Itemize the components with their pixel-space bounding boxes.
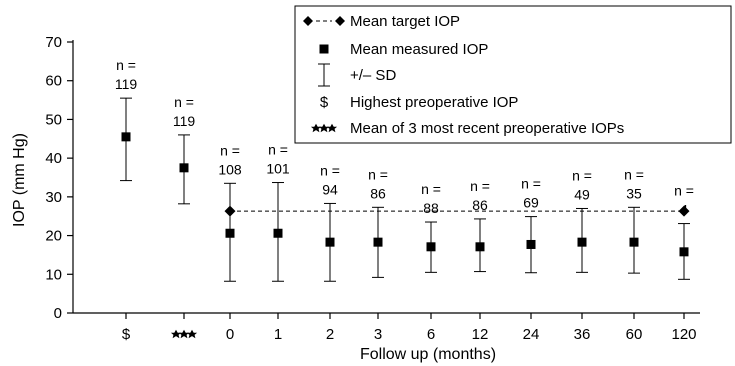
x-tick-label: 0 [226,326,234,343]
x-tick-label [170,329,198,339]
mean-measured-iop-point [373,237,383,247]
legend-label: +/– SD [350,67,396,84]
mean-measured-iop-point [426,242,436,252]
star-icon [170,329,182,339]
mean-measured-iop-point [679,247,689,257]
y-tick-label: 30 [45,189,62,206]
n-label: n = 86 [470,178,490,213]
diamond-icon [335,16,345,26]
x-tick-label: $ [122,326,131,343]
n-label: n = 88 [421,181,441,216]
legend-label: Mean target IOP [350,13,460,30]
x-tick-label: 2 [326,326,334,343]
legend-entry: Mean target IOP [303,13,460,30]
legend-label: Mean measured IOP [350,41,488,58]
stars-icon [310,123,338,133]
x-tick-label: 12 [472,326,489,343]
mean-measured-iop-point [629,237,639,247]
y-axis-title: IOP (mm Hg) [11,133,28,227]
n-label: n = 108 [218,142,242,177]
x-tick-label: 24 [523,326,540,343]
x-tick-label: 120 [671,326,696,343]
n-label: n = 4 [674,183,694,218]
star-icon [310,123,322,133]
mean-measured-iop-point [577,237,587,247]
n-label: n = 94 [320,162,340,197]
y-tick-label: 40 [45,150,62,167]
legend-label: Mean of 3 most recent preoperative IOPs [350,120,624,137]
n-label: n = 69 [521,176,541,211]
y-tick-label: 70 [45,34,62,51]
star-icon [178,329,190,339]
n-label: n = 101 [266,142,290,177]
mean-measured-iop-point [325,237,335,247]
n-label: n = 119 [115,57,138,92]
star-icon [318,123,330,133]
n-label: n = 86 [368,166,388,201]
target-iop-diamond [678,205,690,217]
x-tick-label: 1 [274,326,282,343]
legend-entry: Mean measured IOP [319,41,488,58]
y-tick-label: 0 [54,305,62,322]
x-tick-label: 60 [626,326,643,343]
n-label: n = 49 [572,167,592,202]
legend-label: Highest preoperative IOP [350,94,518,111]
marks: n = 119 n = 119 n = 108 n = 101 n = 94 n = 86 n = 88 n… [115,57,694,282]
legend-entry: $ Highest preoperative IOP [320,94,519,111]
x-tick-label: 3 [374,326,382,343]
star-icon [326,123,338,133]
x-tick-label: 6 [427,326,435,343]
n-label: n = 119 [173,94,196,129]
y-tick-label: 20 [45,228,62,245]
legend: Mean target IOP Mean measured IOP +/– SD $ H… [294,5,732,144]
y-tick-label: 50 [45,111,62,128]
mean-measured-iop-point [225,228,235,238]
diamond-icon [303,16,313,26]
y-tick-label: 10 [45,266,62,283]
legend-box [294,5,732,144]
y-tick-label: 60 [45,73,62,90]
mean-measured-iop-point [475,242,485,252]
legend-entry: +/– SD [318,63,396,87]
star-icon [186,329,198,339]
mean-measured-iop-point [179,163,189,173]
n-label: n = 35 [624,166,644,201]
square-icon [319,44,329,54]
mean-measured-iop-point [121,132,131,142]
legend-entry: Mean of 3 most recent preoperative IOPs [310,120,624,137]
dollar-icon: $ [320,94,329,111]
x-tick-label: 36 [574,326,591,343]
mean-measured-iop-point [273,228,283,238]
mean-measured-iop-point [526,239,536,249]
x-axis-title: Follow up (months) [360,346,496,363]
